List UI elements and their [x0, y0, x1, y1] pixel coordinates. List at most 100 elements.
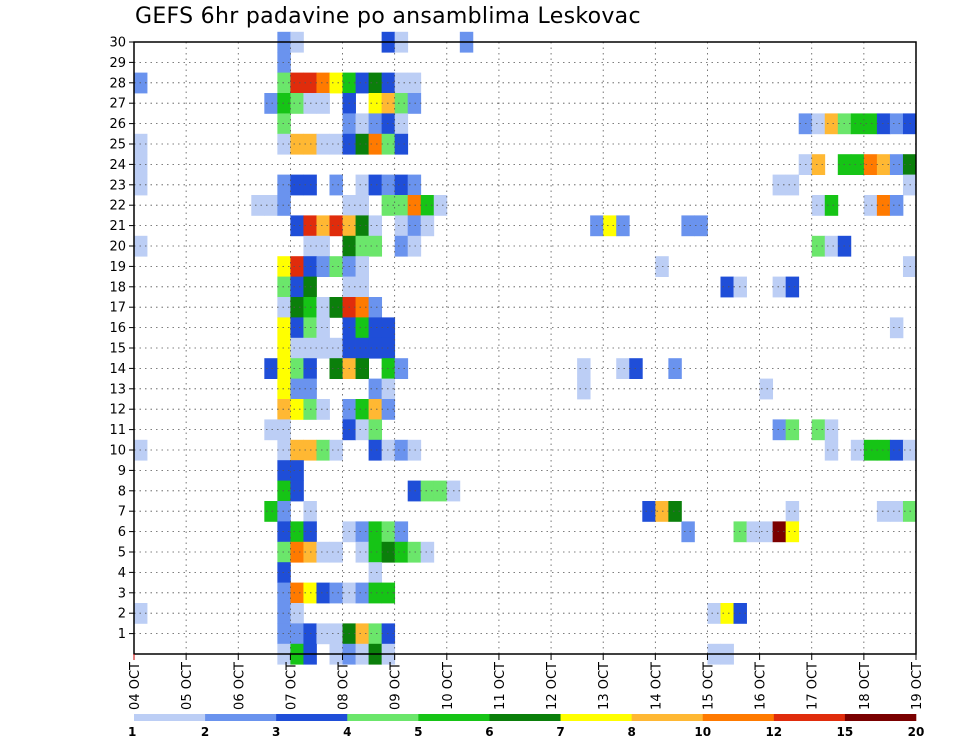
- y-tick-label: 10: [109, 444, 126, 459]
- heatmap-cell: [368, 297, 383, 318]
- heatmap-cell: [290, 521, 304, 543]
- x-tick-label: 19 OCT: [910, 662, 925, 710]
- heatmap-cell: [290, 133, 304, 155]
- x-tick-label: 13 OCT: [597, 662, 612, 710]
- heatmap-cell: [355, 174, 369, 196]
- heatmap-cell: [277, 399, 291, 420]
- y-tick-label: 22: [109, 199, 126, 214]
- heatmap-cell: [329, 337, 343, 359]
- heatmap-cell: [277, 93, 291, 114]
- heatmap-cell: [329, 541, 343, 563]
- heatmap-cell: [368, 623, 383, 645]
- heatmap-cell: [811, 235, 826, 257]
- heatmap-cell: [355, 113, 369, 135]
- heatmap-cell: [785, 419, 800, 441]
- heatmap-cell: [290, 439, 304, 461]
- colorbar-label: 12: [765, 725, 782, 739]
- x-tick-label: 12 OCT: [545, 662, 560, 710]
- heatmap-cell: [316, 623, 330, 645]
- heatmap-cell: [433, 480, 448, 502]
- heatmap-cell: [772, 419, 787, 441]
- heatmap-cell: [316, 256, 330, 277]
- colorbar-label: 4: [343, 725, 351, 739]
- y-tick-label: 3: [118, 586, 126, 601]
- colorbar-label: 1: [128, 725, 136, 739]
- heatmap-cell: [355, 215, 369, 237]
- heatmap-cell: [889, 501, 904, 522]
- heatmap-cell: [277, 337, 291, 359]
- heatmap-cell: [355, 72, 369, 94]
- heatmap-cell: [290, 93, 304, 114]
- y-tick-label: 21: [109, 219, 126, 234]
- colorbar-swatch: [205, 714, 277, 721]
- y-tick-label: 24: [109, 158, 126, 173]
- x-tick-label: 08 OCT: [337, 662, 352, 710]
- x-tick-label: 18 OCT: [858, 662, 873, 710]
- colorbar-label: 5: [414, 725, 422, 739]
- x-tick-label: 04 OCT: [128, 662, 143, 710]
- colorbar-label: 6: [485, 725, 493, 739]
- heatmap-cell: [368, 562, 383, 583]
- heatmap-cell: [277, 460, 291, 481]
- heatmap-cell: [290, 174, 304, 196]
- heatmap-cell: [316, 317, 330, 339]
- heatmap-cell: [407, 235, 422, 257]
- heatmap-cell: [277, 378, 291, 400]
- heatmap-cell: [368, 541, 383, 563]
- y-tick-label: 25: [109, 138, 126, 153]
- heatmap-cell: [368, 317, 383, 339]
- heatmap-cell: [772, 521, 787, 543]
- heatmap-cell: [316, 93, 330, 114]
- heatmap-cell: [577, 378, 591, 400]
- heatmap-cell: [277, 501, 291, 522]
- heatmap-cell: [251, 195, 265, 216]
- heatmap-cell: [355, 419, 369, 441]
- heatmap-cell: [642, 501, 656, 522]
- heatmap-cell: [329, 133, 343, 155]
- heatmap-cell: [772, 174, 787, 196]
- heatmap-cell: [355, 256, 369, 277]
- heatmap-cell: [668, 501, 682, 522]
- heatmap-cell: [290, 582, 304, 604]
- heatmap-cell: [707, 603, 721, 624]
- heatmap-cell: [329, 297, 343, 318]
- x-tick-label: 16 OCT: [754, 662, 769, 710]
- heatmap-cell: [355, 235, 369, 257]
- y-tick-label: 11: [109, 423, 126, 438]
- heatmap-cell: [277, 256, 291, 277]
- heatmap-cell: [368, 582, 383, 604]
- heatmap-cell: [876, 113, 891, 135]
- heatmap-cell: [407, 195, 422, 216]
- heatmap-cell: [394, 133, 409, 155]
- heatmap-cell: [329, 439, 343, 461]
- heatmap-cell: [290, 297, 304, 318]
- heatmap-cell: [824, 439, 839, 461]
- heatmap-cell: [277, 113, 291, 135]
- colorbar-label: 3: [272, 725, 280, 739]
- heatmap-cell: [850, 113, 865, 135]
- heatmap-cell: [277, 174, 291, 196]
- heatmap-cell: [290, 541, 304, 563]
- colorbar-label: 20: [908, 725, 925, 739]
- heatmap-cell: [785, 521, 800, 543]
- heatmap-cell: [420, 541, 435, 563]
- heatmap-cell: [394, 235, 409, 257]
- heatmap-cell: [277, 419, 291, 441]
- colorbar-label: 15: [837, 725, 854, 739]
- heatmap-cell: [264, 501, 278, 522]
- y-tick-label: 19: [109, 260, 126, 275]
- heatmap-cell: [316, 133, 330, 155]
- heatmap-cell: [889, 113, 904, 135]
- heatmap-cell: [720, 276, 734, 298]
- heatmap-cell: [863, 113, 878, 135]
- heatmap-cell: [316, 235, 330, 257]
- heatmap-cell: [355, 358, 369, 379]
- heatmap-cell: [407, 480, 422, 502]
- heatmap-cell: [277, 603, 291, 624]
- colorbar-swatch: [134, 714, 206, 721]
- heatmap-cell: [368, 174, 383, 196]
- y-tick-label: 29: [109, 56, 126, 71]
- heatmap-cell: [277, 317, 291, 339]
- colorbar-swatch: [276, 714, 348, 721]
- heatmap-cell: [355, 195, 369, 216]
